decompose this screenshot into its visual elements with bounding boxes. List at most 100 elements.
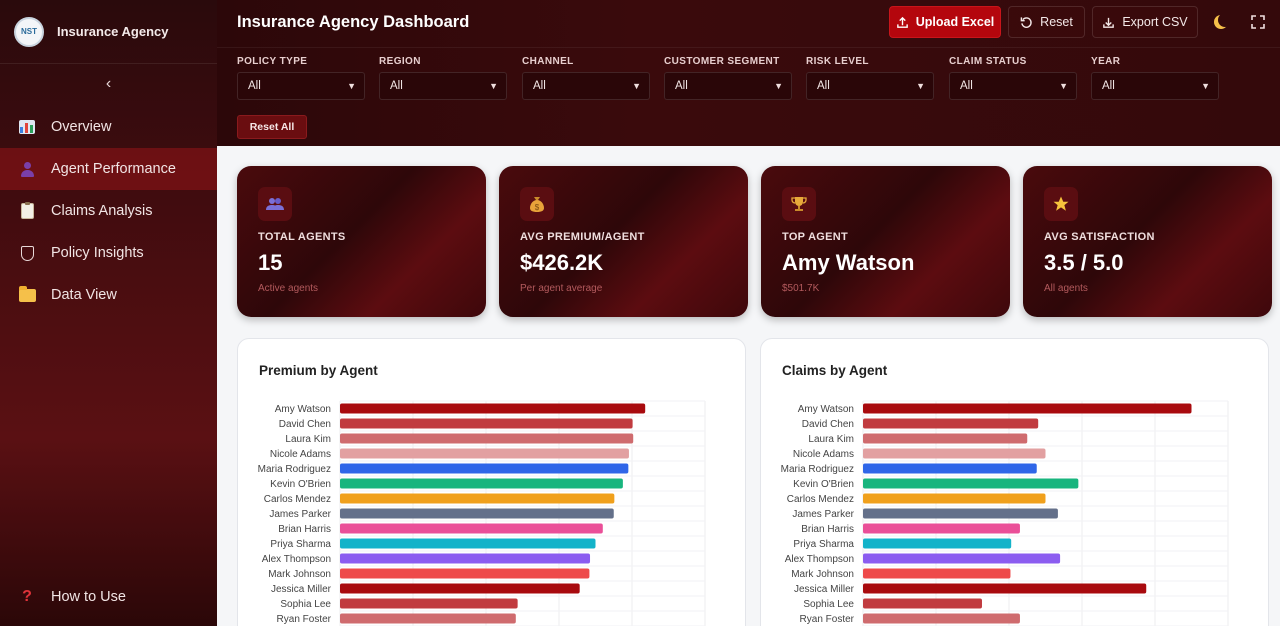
bar[interactable] [863,568,1011,579]
filter-label: CUSTOMER SEGMENT [664,56,780,67]
bar[interactable] [863,463,1037,474]
bar[interactable] [340,493,615,504]
category-label: Mark Johnson [268,569,331,580]
claims-by-agent-chart: Amy Watson David Chen Laura Kim Nicole Adam… [781,400,1229,626]
bar[interactable] [863,418,1039,429]
reset-all-button[interactable]: Reset All [237,115,307,139]
svg-text:$: $ [535,203,540,212]
category-label: Sophia Lee [280,599,331,610]
brand[interactable]: NST Insurance Agency [0,0,217,64]
kpi-subtext: Active agents [258,283,319,294]
refresh-icon [1020,16,1033,29]
caret-down-icon: ▼ [774,81,783,91]
bar[interactable] [863,508,1058,519]
customer-segment-select[interactable]: All ▼ [664,72,792,100]
bar[interactable] [340,568,590,579]
bar[interactable] [340,598,518,609]
category-label: Jessica Miller [271,584,332,595]
header-divider [217,47,1280,48]
bar[interactable] [863,598,982,609]
category-label: Brian Harris [801,524,854,535]
category-label: Alex Thompson [785,554,854,565]
bar[interactable] [863,538,1012,549]
how-to-use-link[interactable]: ? How to Use [0,576,217,618]
bar[interactable] [863,583,1147,594]
premium-by-agent-card: Premium by Agent Amy Watson David Chen Lau… [237,338,746,626]
filter-label: CLAIM STATUS [949,56,1027,67]
filter-label: CHANNEL [522,56,574,67]
kpi-card-avg-satisfaction: AVG SATISFACTION 3.5 / 5.0 All agents [1023,166,1272,317]
channel-select[interactable]: All ▼ [522,72,650,100]
sidebar-item-policy-insights[interactable]: Policy Insights [0,232,217,274]
upload-excel-button[interactable]: Upload Excel [889,6,1001,38]
kpi-value: 15 [258,250,283,275]
bar[interactable] [340,508,614,519]
category-label: Carlos Mendez [264,494,331,505]
caret-down-icon: ▼ [1059,81,1068,91]
main-content: TOTAL AGENTS 15 Active agents $ AVG PREM… [217,146,1280,626]
chart-title: Claims by Agent [782,363,888,378]
folder-icon [18,285,36,304]
bar[interactable] [863,448,1046,459]
export-csv-label: Export CSV [1122,15,1188,29]
bar[interactable] [340,448,629,459]
upload-icon [896,16,909,29]
clipboard-icon [18,202,36,220]
download-icon [1102,16,1115,29]
sidebar-item-overview[interactable]: Overview [0,106,217,148]
bar[interactable] [340,478,623,489]
bar[interactable] [340,523,603,534]
export-csv-button[interactable]: Export CSV [1092,6,1198,38]
category-label: Brian Harris [278,524,331,535]
bar[interactable] [863,553,1061,564]
filter-channel: CHANNEL All ▼ [522,56,650,100]
sidebar-item-label: Claims Analysis [51,203,153,219]
bar[interactable] [340,403,646,414]
kpi-label: AVG PREMIUM/AGENT [520,231,645,243]
category-label: Maria Rodriguez [258,464,331,475]
bar[interactable] [340,553,591,564]
caret-down-icon: ▼ [632,81,641,91]
region-select[interactable]: All ▼ [379,72,507,100]
theme-toggle-button[interactable] [1211,12,1231,32]
bar[interactable] [863,403,1192,414]
caret-down-icon: ▼ [347,81,356,91]
people-icon [258,187,292,221]
kpi-subtext: Per agent average [520,283,603,294]
sidebar-item-label: Policy Insights [51,245,144,261]
bar[interactable] [340,613,516,624]
bar[interactable] [863,493,1046,504]
category-label: Ryan Foster [277,614,332,625]
money-bag-icon: $ [520,187,554,221]
kpi-card-top-agent: TOP AGENT Amy Watson $501.7K [761,166,1010,317]
chevron-left-icon: ‹ [105,75,112,92]
sidebar-item-claims-analysis[interactable]: Claims Analysis [0,190,217,232]
sidebar-item-data-view[interactable]: Data View [0,274,217,316]
category-label: Mark Johnson [791,569,854,580]
bar[interactable] [863,523,1020,534]
sidebar-item-agent-performance[interactable]: Agent Performance [0,148,217,190]
star-icon [1044,187,1078,221]
filter-label: POLICY TYPE [237,56,308,67]
claim-status-select[interactable]: All ▼ [949,72,1077,100]
risk-level-select[interactable]: All ▼ [806,72,934,100]
filter-policy-type: POLICY TYPE All ▼ [237,56,365,100]
category-label: Jessica Miller [794,584,855,595]
fullscreen-button[interactable] [1248,12,1268,32]
filter-risk-level: RISK LEVEL All ▼ [806,56,934,100]
bar[interactable] [340,538,596,549]
year-select[interactable]: All ▼ [1091,72,1219,100]
category-label: Maria Rodriguez [781,464,854,475]
collapse-sidebar-button[interactable]: ‹ [0,70,217,98]
bar[interactable] [340,433,634,444]
policy-type-select[interactable]: All ▼ [237,72,365,100]
bar[interactable] [863,613,1020,624]
bar[interactable] [340,418,633,429]
bar[interactable] [863,433,1028,444]
bar[interactable] [340,583,580,594]
question-icon: ? [22,588,32,605]
category-label: David Chen [802,419,854,430]
bar[interactable] [340,463,629,474]
reset-button[interactable]: Reset [1008,6,1085,38]
bar[interactable] [863,478,1079,489]
